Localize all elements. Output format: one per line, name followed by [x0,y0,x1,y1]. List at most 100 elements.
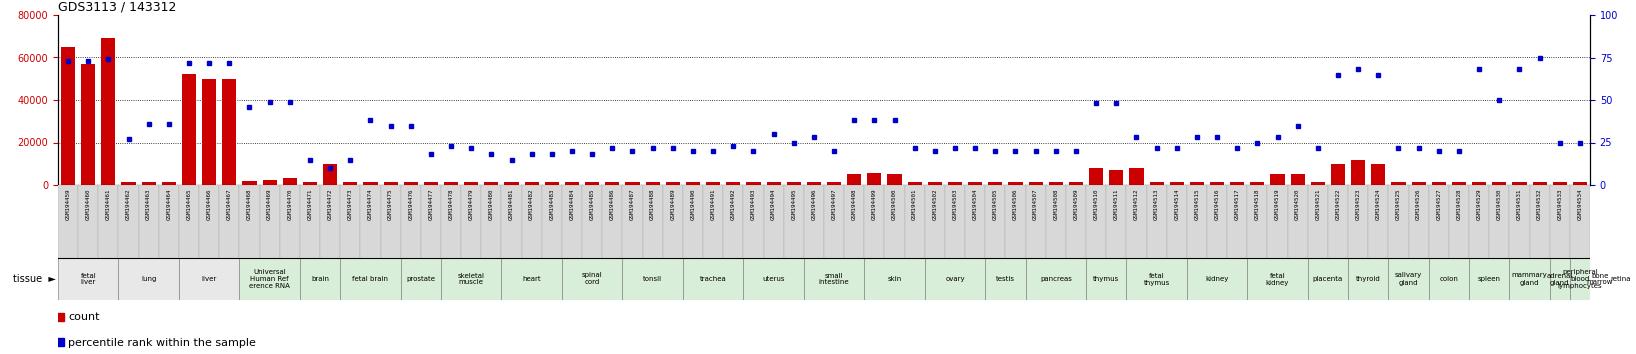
Bar [481,185,502,258]
Text: GSM194511: GSM194511 [1114,189,1119,220]
Text: GSM194484: GSM194484 [569,189,574,220]
Text: GSM194513: GSM194513 [1153,189,1158,220]
Text: GSM194506: GSM194506 [1013,189,1018,220]
Text: GSM194532: GSM194532 [1538,189,1543,220]
Text: Universal
Human Ref
erence RNA: Universal Human Ref erence RNA [249,269,290,289]
Bar [1291,175,1306,185]
Bar [746,182,761,185]
Text: GSM194485: GSM194485 [589,189,594,220]
Bar [1469,258,1510,300]
Bar [57,185,79,258]
Bar [219,185,239,258]
Bar [182,74,196,185]
Bar [561,258,622,300]
Text: GSM194504: GSM194504 [973,189,978,220]
Bar [1068,182,1083,185]
Bar [928,182,942,185]
Bar [625,182,640,185]
Text: fetal
liver: fetal liver [80,273,97,285]
Text: GSM194529: GSM194529 [1477,189,1482,220]
Bar [1348,185,1368,258]
Text: GSM194494: GSM194494 [771,189,775,220]
Text: spinal
cord: spinal cord [582,273,602,285]
Bar [646,182,659,185]
Bar [1029,182,1042,185]
Bar [1230,182,1245,185]
Text: mammary
gland: mammary gland [1512,273,1548,285]
Text: GSM194478: GSM194478 [448,189,453,220]
Text: lung: lung [141,276,157,282]
Text: fetal brain: fetal brain [352,276,388,282]
Bar [443,182,458,185]
Bar [1392,182,1405,185]
Text: GSM194483: GSM194483 [550,189,555,220]
Bar [1449,185,1469,258]
Bar [864,185,885,258]
Bar [1571,258,1590,300]
Text: GSM194496: GSM194496 [811,189,816,220]
Text: GSM194493: GSM194493 [751,189,756,220]
Text: GSM194530: GSM194530 [1497,189,1502,220]
Text: prostate: prostate [406,276,435,282]
Bar [605,182,620,185]
Bar [139,185,159,258]
Bar [908,182,921,185]
Bar [622,185,643,258]
Text: GSM194523: GSM194523 [1356,189,1361,220]
Text: kidney: kidney [1206,276,1229,282]
Bar [1389,258,1428,300]
Text: GSM194497: GSM194497 [831,189,836,220]
Bar [1247,185,1268,258]
Bar [263,180,276,185]
Bar [239,258,299,300]
Text: GSM194473: GSM194473 [348,189,353,220]
Bar [825,185,844,258]
Text: fetal
thymus: fetal thymus [1144,273,1170,285]
Bar [1006,185,1026,258]
Text: GSM194501: GSM194501 [913,189,918,220]
Bar [985,258,1026,300]
Bar [1049,182,1063,185]
Bar [561,185,582,258]
Text: fetal
kidney: fetal kidney [1266,273,1289,285]
Bar [666,182,681,185]
Bar [946,185,965,258]
Bar [985,185,1006,258]
Text: salivary
gland: salivary gland [1396,273,1422,285]
Bar [1510,185,1530,258]
Bar [260,185,280,258]
Bar [643,185,663,258]
Bar [807,182,821,185]
Text: peripheral
blood
lymphocytes: peripheral blood lymphocytes [1557,269,1602,289]
Bar [239,185,260,258]
Text: GSM194477: GSM194477 [429,189,434,220]
Bar [1328,185,1348,258]
Bar [79,185,98,258]
Bar [1549,258,1571,300]
Bar [743,258,803,300]
Text: GSM194489: GSM194489 [671,189,676,220]
Text: GSM194507: GSM194507 [1034,189,1039,220]
Text: GSM194505: GSM194505 [993,189,998,220]
Bar [360,185,381,258]
Bar [703,185,723,258]
Text: GSM194490: GSM194490 [690,189,695,220]
Bar [803,258,864,300]
Bar [1106,185,1126,258]
Bar [1530,185,1549,258]
Bar [303,182,317,185]
Bar [61,47,75,185]
Bar [1412,182,1425,185]
Text: spleen: spleen [1477,276,1500,282]
Bar [1472,182,1485,185]
Bar [582,185,602,258]
Text: GSM194517: GSM194517 [1235,189,1240,220]
Bar [847,175,861,185]
Bar [121,182,136,185]
Bar [442,185,461,258]
Text: GSM194495: GSM194495 [792,189,797,220]
Bar [321,185,340,258]
Text: testis: testis [996,276,1014,282]
Text: GSM194486: GSM194486 [610,189,615,220]
Bar [1428,258,1469,300]
